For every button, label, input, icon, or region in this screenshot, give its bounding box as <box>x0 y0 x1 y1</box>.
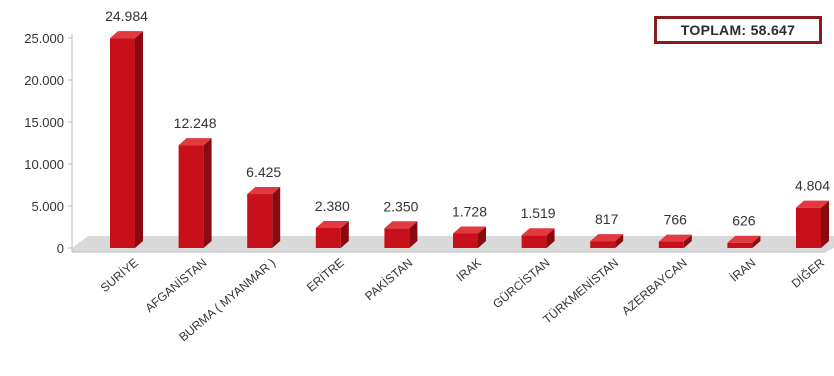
y-tick-label: 20.000 <box>24 73 64 88</box>
bar-front <box>521 235 547 248</box>
data-label: 2.350 <box>383 198 418 214</box>
bar-side <box>546 228 555 248</box>
bar-top <box>178 138 212 146</box>
bar-front <box>110 38 135 248</box>
bar-top <box>247 187 281 195</box>
x-tick-label: SURİYE <box>98 256 141 295</box>
bar-front <box>247 194 273 248</box>
y-axis: 0 5.000 10.000 15.000 20.000 25.000 <box>24 31 73 256</box>
bar-front <box>590 241 616 248</box>
bar-top <box>453 226 486 234</box>
x-tick-label: IRAK <box>453 256 483 285</box>
x-tick-label: AZERBAYCAN <box>619 256 690 318</box>
bar-side <box>203 138 212 248</box>
data-label: 817 <box>595 211 619 227</box>
bar <box>796 200 829 248</box>
bar <box>727 235 761 248</box>
y-tick-label: 0 <box>57 241 64 256</box>
data-label: 1.519 <box>521 205 556 221</box>
bar <box>247 187 281 248</box>
bar-top <box>110 31 143 39</box>
bar <box>178 138 212 248</box>
y-tick-label: 15.000 <box>24 115 64 130</box>
total-badge: TOPLAM: 58.647 <box>654 16 822 44</box>
bar-side <box>752 235 761 248</box>
bar-top <box>384 221 418 229</box>
bar-side <box>478 226 486 248</box>
bar-top <box>521 228 555 236</box>
bar <box>658 234 692 248</box>
bar <box>590 234 624 248</box>
bar-top <box>590 234 624 242</box>
bar-front <box>315 228 341 248</box>
y-tick-label: 25.000 <box>24 31 64 46</box>
bar-top <box>727 235 761 243</box>
x-tick-label: ERİTRE <box>304 256 347 295</box>
data-label: 24.984 <box>105 8 148 24</box>
bar <box>315 221 349 248</box>
bar-front <box>727 242 753 248</box>
data-label: 12.248 <box>174 115 217 131</box>
x-tick-label: DİĞER <box>788 255 827 291</box>
data-label: 1.728 <box>452 203 487 219</box>
x-tick-label: AFGANİSTAN <box>142 256 209 315</box>
total-label: TOPLAM: 58.647 <box>680 22 796 38</box>
bar-side <box>272 187 281 248</box>
bar-side <box>409 221 418 248</box>
bars <box>110 31 829 248</box>
bar-top <box>796 200 829 208</box>
bar-front <box>384 228 410 248</box>
bar-side <box>821 200 829 248</box>
bar <box>521 228 555 248</box>
data-label: 2.380 <box>315 198 350 214</box>
x-tick-label: PAKİSTAN <box>362 256 415 304</box>
bar <box>453 226 486 248</box>
bar-side <box>135 31 143 248</box>
data-label: 626 <box>732 213 756 229</box>
bar-top <box>658 234 692 242</box>
bar-side <box>683 234 692 248</box>
bar <box>110 31 143 248</box>
bar-front <box>453 233 478 248</box>
y-tick-label: 5.000 <box>31 199 64 214</box>
y-tick-label: 10.000 <box>24 157 64 172</box>
bar-front <box>178 145 204 248</box>
data-label: 766 <box>664 212 688 228</box>
data-label: 6.425 <box>246 164 281 180</box>
x-tick-label: GÜRCİSTAN <box>490 256 552 312</box>
bar-front <box>796 207 821 248</box>
x-tick-label: İRAN <box>727 256 758 285</box>
bar <box>384 221 418 248</box>
data-labels: 24.984 12.248 6.425 2.380 2.350 1.728 1.519 817… <box>105 8 830 229</box>
bar-side <box>615 234 624 248</box>
bar-top <box>315 221 349 229</box>
bar-front <box>658 241 684 248</box>
bar-side <box>340 221 349 248</box>
data-label: 4.804 <box>795 178 830 194</box>
